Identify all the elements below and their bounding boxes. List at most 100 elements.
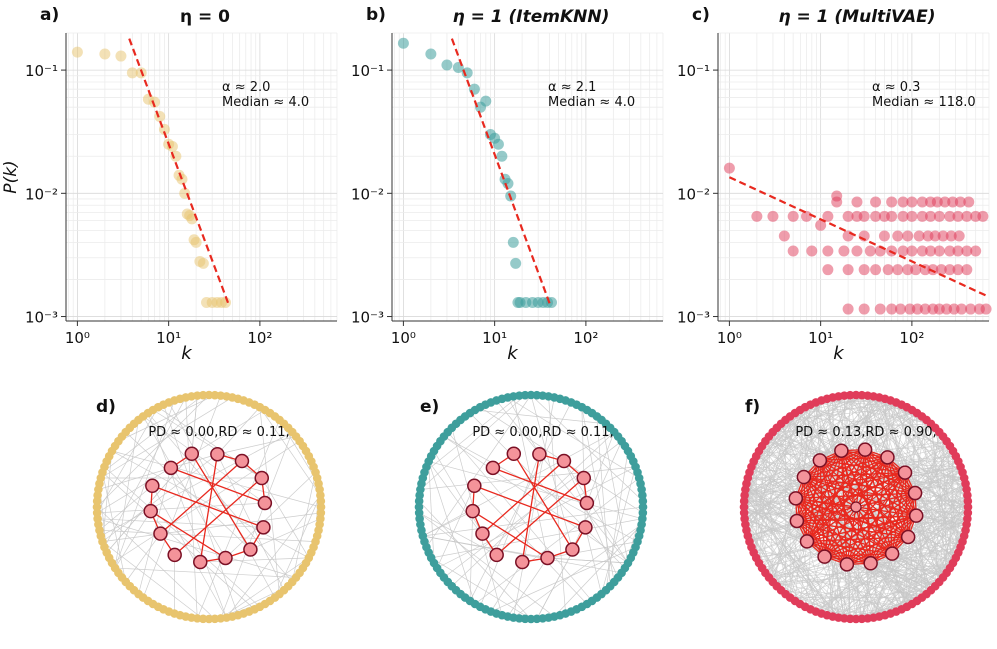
data-point	[897, 245, 909, 257]
core-edge	[806, 456, 888, 542]
core-nodes	[788, 442, 924, 572]
network-panel-2: e) PD ≈ 0.00,RD ≈ 0.11,	[414, 390, 648, 624]
background-edge	[887, 402, 897, 458]
background-edge	[838, 506, 969, 618]
core-edge	[796, 460, 821, 522]
background-edge	[879, 397, 961, 468]
background-edge	[749, 472, 944, 578]
core-edge	[806, 492, 916, 543]
background-edge	[772, 556, 825, 583]
core-node	[796, 469, 812, 485]
background-edge	[125, 533, 161, 583]
core-edge	[796, 471, 906, 522]
data-point	[897, 196, 909, 208]
core-node	[145, 478, 160, 494]
core-edge	[872, 502, 917, 517]
data-point	[886, 303, 898, 315]
background-edge	[838, 396, 893, 554]
core-edge	[796, 450, 842, 522]
background-edge	[744, 495, 839, 618]
data-point	[787, 210, 799, 222]
core-edge	[870, 515, 917, 564]
background-edge	[849, 483, 966, 620]
x-tick-label: 10¹	[156, 329, 181, 347]
core-edge	[150, 510, 226, 559]
network-annotation: PD ≈ 0.00,RD ≈ 0.11,	[472, 425, 613, 440]
data-point	[822, 245, 834, 257]
background-edge	[744, 445, 951, 496]
background-edge	[474, 485, 588, 605]
data-point	[892, 264, 904, 276]
chart-title: η = 0	[180, 7, 230, 27]
background-edge	[605, 450, 629, 591]
alpha-annotation: α ≈ 0.3	[872, 80, 920, 95]
core-node	[850, 501, 862, 513]
data-point	[878, 230, 890, 242]
data-point	[858, 303, 870, 315]
data-point	[954, 196, 966, 208]
data-point	[961, 264, 973, 276]
x-axis-label: k	[507, 343, 519, 364]
core-node	[143, 503, 158, 519]
background-edge	[895, 402, 968, 496]
core-edge	[806, 488, 851, 542]
background-edge	[563, 460, 629, 564]
background-edge	[426, 394, 532, 548]
y-tick-label: 10⁻²	[351, 185, 384, 203]
background-edge	[758, 419, 786, 564]
grid	[392, 32, 664, 321]
background-edge	[547, 557, 629, 564]
background-edge	[274, 495, 321, 598]
panel-label: b)	[366, 5, 386, 25]
core-node	[467, 478, 482, 494]
background-edge	[815, 402, 932, 425]
background-edge	[428, 461, 497, 556]
background-edge	[118, 394, 216, 442]
background-edge	[97, 518, 297, 578]
core-node	[863, 556, 878, 571]
data-point	[507, 236, 519, 248]
data-point	[751, 210, 763, 222]
data-point	[882, 264, 894, 276]
data-point	[952, 245, 964, 257]
core-node	[578, 520, 593, 535]
data-point	[787, 245, 799, 257]
background-edge	[443, 436, 629, 564]
core-node	[812, 453, 828, 468]
core-edge	[824, 509, 831, 557]
data-point	[767, 210, 779, 222]
core-node	[475, 526, 490, 541]
median-annotation: Median ≈ 4.0	[548, 95, 635, 110]
background-edge	[104, 397, 187, 548]
background-edge	[102, 541, 204, 620]
background-edge	[749, 472, 817, 612]
ring-node	[963, 496, 973, 506]
core-edge	[152, 485, 264, 528]
core-edge	[819, 459, 917, 517]
data-point	[913, 230, 925, 242]
background-edge	[185, 397, 198, 619]
background-edge	[115, 567, 297, 578]
background-edge	[747, 398, 828, 479]
core-nodes	[465, 446, 595, 570]
data-point	[919, 303, 931, 315]
background-edge	[819, 400, 822, 461]
data-point	[842, 303, 854, 315]
background-edge	[106, 453, 193, 553]
core-node	[576, 470, 592, 486]
chart-title: η = 1 (ItemKNN)	[453, 7, 610, 27]
background-edge	[844, 395, 888, 458]
background-edge	[114, 419, 139, 569]
y-tick-label: 10⁻³	[351, 309, 384, 327]
core-edge	[904, 472, 909, 537]
data-point	[952, 210, 964, 222]
background-edge	[111, 450, 309, 559]
data-point	[931, 196, 943, 208]
core-nodes	[143, 446, 273, 570]
core-edge	[840, 450, 854, 504]
core-node	[540, 550, 555, 566]
background-edge	[745, 402, 817, 525]
data-point	[510, 257, 522, 269]
